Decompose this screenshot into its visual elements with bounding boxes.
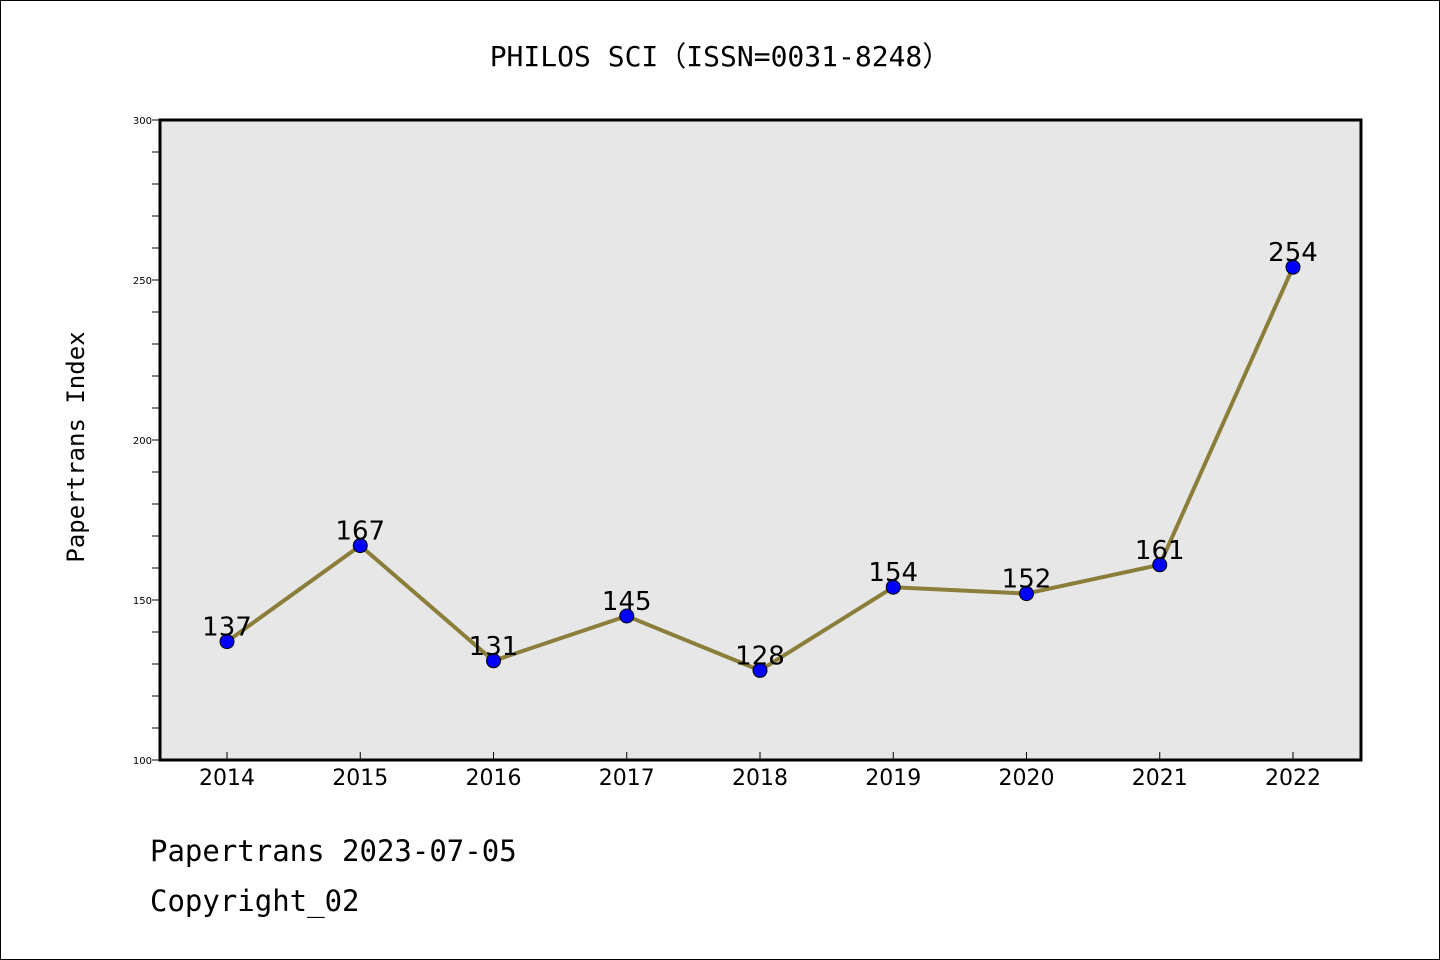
x-tick-label: 2017: [599, 766, 655, 791]
x-tick-label: 2021: [1132, 766, 1188, 791]
y-tick-label: 200: [133, 436, 152, 447]
data-point: [1019, 586, 1034, 602]
y-tick-label: 250: [133, 276, 152, 287]
x-tick-label: 2016: [466, 766, 522, 791]
footer-copyright-line: Copyright_02: [150, 884, 360, 918]
y-tick-label: 150: [133, 596, 152, 607]
data-point: [1152, 557, 1168, 573]
data-point: [486, 653, 501, 669]
data-label: 137: [202, 613, 252, 643]
data-point: [619, 608, 635, 624]
series-layer: 137 167 131 145 128 154 152 161 254: [202, 238, 1318, 678]
data-point: [1285, 259, 1301, 275]
x-tick-label: 2019: [865, 766, 921, 791]
x-tick-label: 2015: [332, 766, 388, 791]
x-tick-label: 2022: [1265, 766, 1321, 791]
plot-border: [158, 118, 1363, 762]
data-point: [885, 579, 901, 595]
y-tick-label: 300: [133, 116, 152, 127]
data-label: 131: [469, 632, 519, 662]
y-axis-label: Papertrans Index: [62, 331, 90, 562]
data-point: [219, 634, 235, 650]
data-label: 128: [735, 641, 785, 671]
data-label: 167: [335, 517, 385, 547]
chart-title: PHILOS SCI（ISSN=0031-8248）: [490, 40, 951, 73]
data-label: 145: [602, 587, 652, 617]
footer-date-line: Papertrans 2023-07-05: [150, 834, 517, 868]
data-label: 254: [1268, 238, 1318, 268]
plot-area: [160, 120, 1361, 760]
data-point: [752, 662, 768, 678]
x-tick-label: 2020: [999, 766, 1055, 791]
x-tick-label: 2018: [732, 766, 788, 791]
data-label: 161: [1135, 536, 1185, 566]
y-axis: 100 150 200 250 300: [133, 116, 160, 767]
data-label: 152: [1002, 565, 1052, 595]
x-axis: 2014 2015 2016 2017 2018 2019 2020 2021 2022: [199, 752, 1321, 791]
data-point: [352, 538, 368, 554]
x-tick-label: 2014: [199, 766, 255, 791]
data-label: 154: [868, 558, 918, 588]
y-tick-label: 100: [133, 756, 152, 767]
